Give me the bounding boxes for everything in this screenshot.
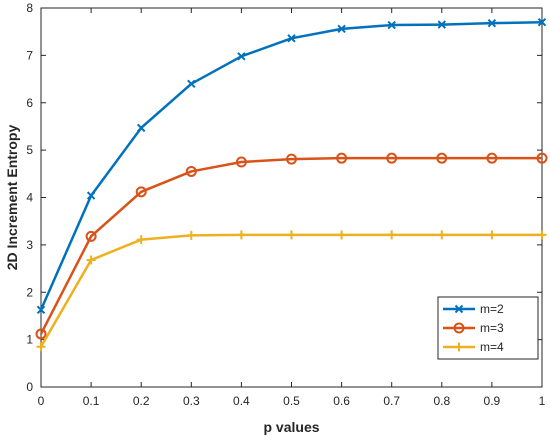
data-point-marker [136,123,146,133]
data-point-marker [486,152,498,164]
data-point-marker [487,230,497,240]
y-tick-label: 1 [26,333,33,347]
data-point-marker [387,20,396,30]
series-m=3 [35,152,548,340]
data-point-marker [536,152,548,164]
legend-label: m=4 [480,340,504,354]
data-point-marker [86,255,96,265]
data-point-marker [36,342,46,352]
x-tick-label: 0.5 [283,394,300,408]
legend-label: m=3 [480,321,504,335]
data-point-marker [136,235,146,245]
data-point-marker [387,230,397,240]
x-axis-title: p values [263,419,319,435]
legend-marker [453,322,465,334]
legend-marker [454,342,464,352]
data-point-marker [337,24,346,34]
data-point-marker [537,230,547,240]
series-layer [35,18,548,352]
data-point-marker [437,20,447,29]
legend-item: m=3 [443,321,504,335]
data-point-marker [336,152,348,164]
data-point-marker [86,191,96,200]
data-point-marker [236,230,246,240]
legend-item: m=2 [443,302,504,316]
series-m=2 [36,18,547,314]
legend-label: m=2 [480,302,504,316]
x-tick-label: 0.3 [183,394,200,408]
y-tick-label: 4 [26,191,33,205]
data-point-marker [537,18,547,27]
data-point-marker [185,165,197,177]
x-tick-label: 0.2 [133,394,150,408]
y-axis-title: 2D Increment Entropy [4,125,20,271]
y-tick-label: 7 [26,48,33,62]
legend-item: m=4 [443,340,504,354]
data-point-marker [487,18,497,28]
data-point-marker [437,230,447,240]
data-point-marker [35,328,47,340]
x-tick-label: 0.9 [484,394,501,408]
data-point-marker [186,230,196,240]
data-point-marker [85,230,97,242]
data-point-marker [187,79,196,89]
data-point-marker [235,156,247,168]
series-m=4 [36,230,547,352]
y-tick-label: 5 [26,143,33,157]
x-tick-label: 0.1 [83,394,100,408]
x-tick-label: 0.7 [383,394,400,408]
data-point-marker [237,52,246,61]
x-tick-label: 1 [539,394,546,408]
data-point-marker [135,186,147,198]
series-line [39,156,542,335]
data-point-marker [436,152,448,164]
data-point-marker [287,34,296,43]
data-point-marker [337,230,347,240]
data-point-marker [286,153,297,165]
data-point-marker [287,230,296,240]
legend-marker [454,304,464,314]
y-tick-label: 2 [26,285,33,299]
y-tick-label: 0 [26,380,33,394]
x-tick-label: 0 [38,394,45,408]
x-axis: 0 0.1 0.2 0.3 0.4 0.5 0.6 0.7 0.8 0.9 1 [38,8,546,408]
y-tick-label: 8 [26,1,33,15]
x-tick-label: 0.4 [233,394,250,408]
data-point-marker [36,305,46,314]
y-axis: 0 1 2 3 4 5 6 7 8 [26,1,542,394]
x-tick-label: 0.6 [333,394,350,408]
data-point-marker [386,152,398,164]
y-tick-label: 3 [26,238,33,252]
y-tick-label: 6 [26,96,33,110]
x-tick-label: 0.8 [433,394,450,408]
legend: m=2 m=3 m=4 [437,296,539,360]
